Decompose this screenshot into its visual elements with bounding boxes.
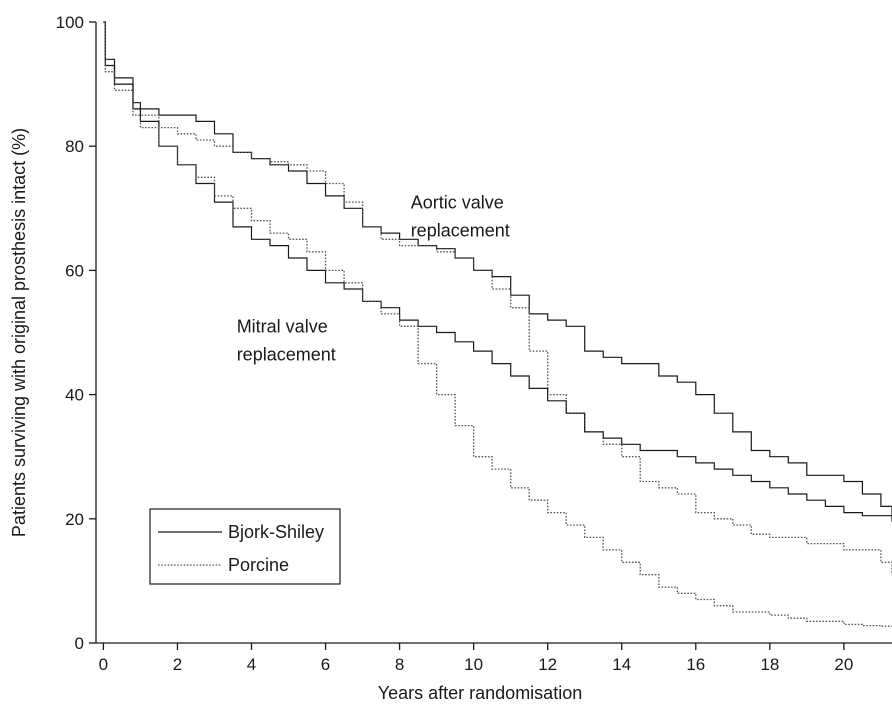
x-tick-label: 18 <box>760 655 779 674</box>
x-tick-label: 16 <box>686 655 705 674</box>
y-ticks: 0 20 40 60 80 100 <box>56 13 96 653</box>
x-tick-label: 12 <box>538 655 557 674</box>
x-tick-label: 6 <box>321 655 330 674</box>
annotations: Aortic valve replacement Mitral valve repla… <box>237 192 510 364</box>
y-axis-label: Patients surviving with original prosthe… <box>9 128 29 537</box>
x-tick-label: 4 <box>247 655 256 674</box>
x-tick-label: 8 <box>395 655 404 674</box>
legend-label-porcine: Porcine <box>228 555 289 575</box>
legend: Bjork-Shiley Porcine <box>149 508 341 585</box>
series-aortic-bjork-shiley <box>103 21 892 522</box>
y-tick-label: 100 <box>56 13 84 32</box>
series-mitral-bjork-shiley <box>103 21 892 519</box>
x-tick-label: 14 <box>612 655 631 674</box>
y-tick-label: 60 <box>65 261 84 280</box>
legend-label-bjork-shiley: Bjork-Shiley <box>228 522 324 542</box>
y-tick-label: 0 <box>75 634 84 653</box>
x-ticks: 0 2 4 6 8 10 12 14 16 18 20 <box>99 643 853 674</box>
annotation-line: Mitral valve <box>237 317 328 337</box>
y-tick-label: 20 <box>65 510 84 529</box>
series-aortic-porcine <box>103 21 892 575</box>
series-layer <box>103 21 892 627</box>
annotation-line: Aortic valve <box>411 192 504 212</box>
x-tick-label: 20 <box>834 655 853 674</box>
annotation-line: replacement <box>411 220 510 240</box>
y-tick-label: 40 <box>65 386 84 405</box>
series-mitral-porcine <box>103 21 892 627</box>
annotation-line: replacement <box>237 345 336 365</box>
axes: 0 20 40 60 80 100 0 2 4 6 8 10 12 14 16 18 20 <box>56 13 892 674</box>
x-tick-label: 0 <box>99 655 108 674</box>
y-tick-label: 80 <box>65 137 84 156</box>
x-axis-label: Years after randomisation <box>378 683 582 703</box>
x-tick-label: 2 <box>173 655 182 674</box>
legend-box <box>149 508 341 585</box>
x-tick-label: 10 <box>464 655 483 674</box>
